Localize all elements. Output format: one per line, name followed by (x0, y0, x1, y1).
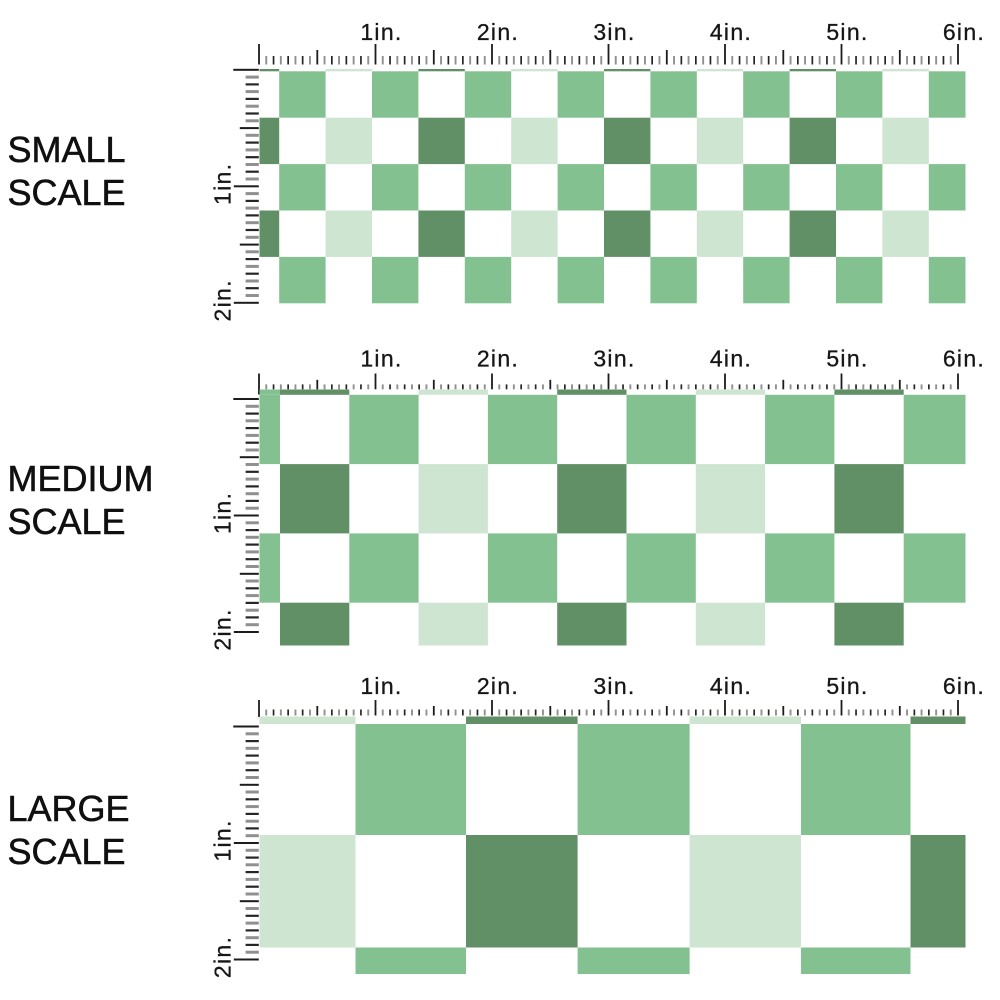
svg-text:3in.: 3in. (593, 19, 635, 45)
svg-text:3in.: 3in. (593, 673, 635, 699)
svg-text:1in.: 1in. (360, 346, 402, 372)
svg-text:1in.: 1in. (210, 819, 236, 861)
svg-text:5in.: 5in. (826, 19, 868, 45)
svg-text:4in.: 4in. (710, 19, 752, 45)
svg-text:2in.: 2in. (477, 346, 519, 372)
svg-text:1in.: 1in. (210, 492, 236, 534)
svg-text:2in.: 2in. (210, 936, 236, 978)
svg-text:4in.: 4in. (710, 673, 752, 699)
svg-text:2in.: 2in. (477, 19, 519, 45)
svg-text:3in.: 3in. (593, 346, 635, 372)
svg-text:5in.: 5in. (826, 346, 868, 372)
svg-text:2in.: 2in. (477, 673, 519, 699)
svg-text:2in.: 2in. (210, 608, 236, 650)
svg-text:6in.: 6in. (943, 346, 985, 372)
svg-text:2in.: 2in. (210, 279, 236, 321)
svg-text:4in.: 4in. (710, 346, 752, 372)
svg-text:5in.: 5in. (826, 673, 868, 699)
svg-text:1in.: 1in. (360, 19, 402, 45)
svg-text:1in.: 1in. (210, 163, 236, 205)
svg-text:6in.: 6in. (943, 19, 985, 45)
svg-text:1in.: 1in. (360, 673, 402, 699)
svg-text:6in.: 6in. (943, 673, 985, 699)
